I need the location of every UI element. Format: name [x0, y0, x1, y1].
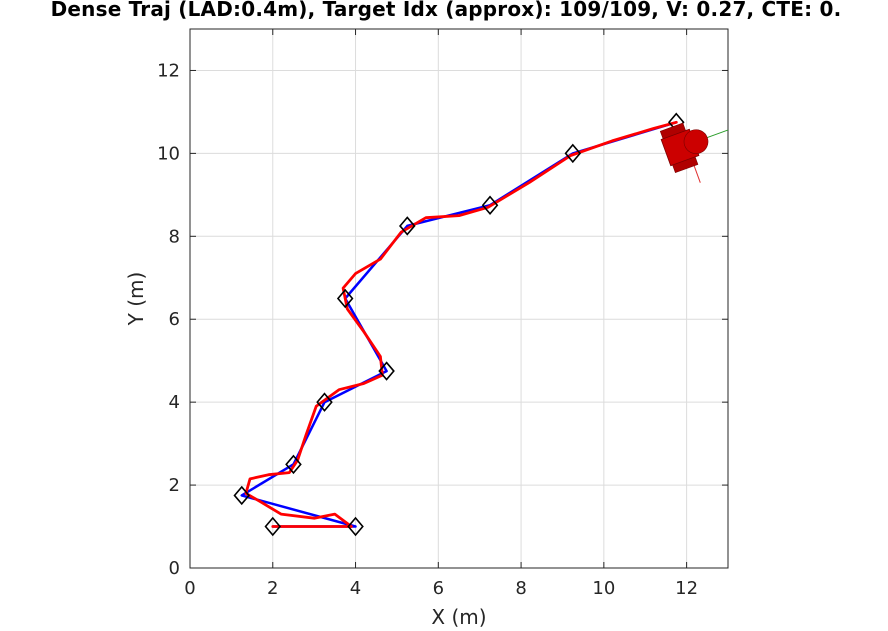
- waypoint-marker: [481, 195, 499, 215]
- waypoint-marker: [264, 516, 282, 537]
- waypoint-marker: [285, 454, 302, 475]
- robot-wheel: [659, 122, 686, 140]
- y-tick-label: 12: [157, 60, 180, 81]
- plot-area: [233, 112, 728, 537]
- waypoint-marker: [336, 288, 354, 309]
- x-tick-label: 0: [184, 578, 195, 599]
- y-tick-label: 2: [169, 475, 180, 496]
- y-tick-label: 0: [169, 558, 180, 579]
- driven-path-line: [244, 120, 678, 528]
- y-tick-label: 8: [169, 226, 180, 247]
- waypoint-marker: [564, 143, 582, 164]
- x-tick-label: 2: [267, 578, 278, 599]
- x-tick-label: 4: [350, 578, 361, 599]
- y-tick-label: 10: [157, 143, 180, 164]
- axis-ticks: 0 2 4 6 8 10 12 0 2 4 6 8 10 12: [157, 29, 728, 599]
- robot-wheel: [672, 156, 699, 173]
- axes-box: [189, 28, 729, 569]
- waypoint-marker: [316, 392, 333, 412]
- reference-path-line: [240, 121, 678, 528]
- x-tick-label: 6: [433, 578, 444, 599]
- robot-icon: [659, 122, 728, 183]
- grid-lines: [189, 29, 728, 569]
- x-axis-label: X (m): [431, 605, 486, 629]
- y-tick-label: 6: [169, 309, 180, 330]
- y-tick-label: 4: [169, 392, 180, 413]
- chart-title: Dense Traj (LAD:0.4m), Target Idx (appro…: [50, 0, 842, 21]
- y-axis-label: Y (m): [124, 272, 148, 327]
- waypoint-marker: [398, 216, 416, 236]
- x-tick-label: 10: [592, 578, 615, 599]
- waypoint-marker: [347, 516, 364, 537]
- x-tick-label: 8: [515, 578, 526, 599]
- robot-head: [683, 129, 709, 154]
- waypoint-marker: [378, 361, 395, 381]
- waypoint-marker: [233, 485, 251, 506]
- x-tick-label: 12: [675, 578, 698, 599]
